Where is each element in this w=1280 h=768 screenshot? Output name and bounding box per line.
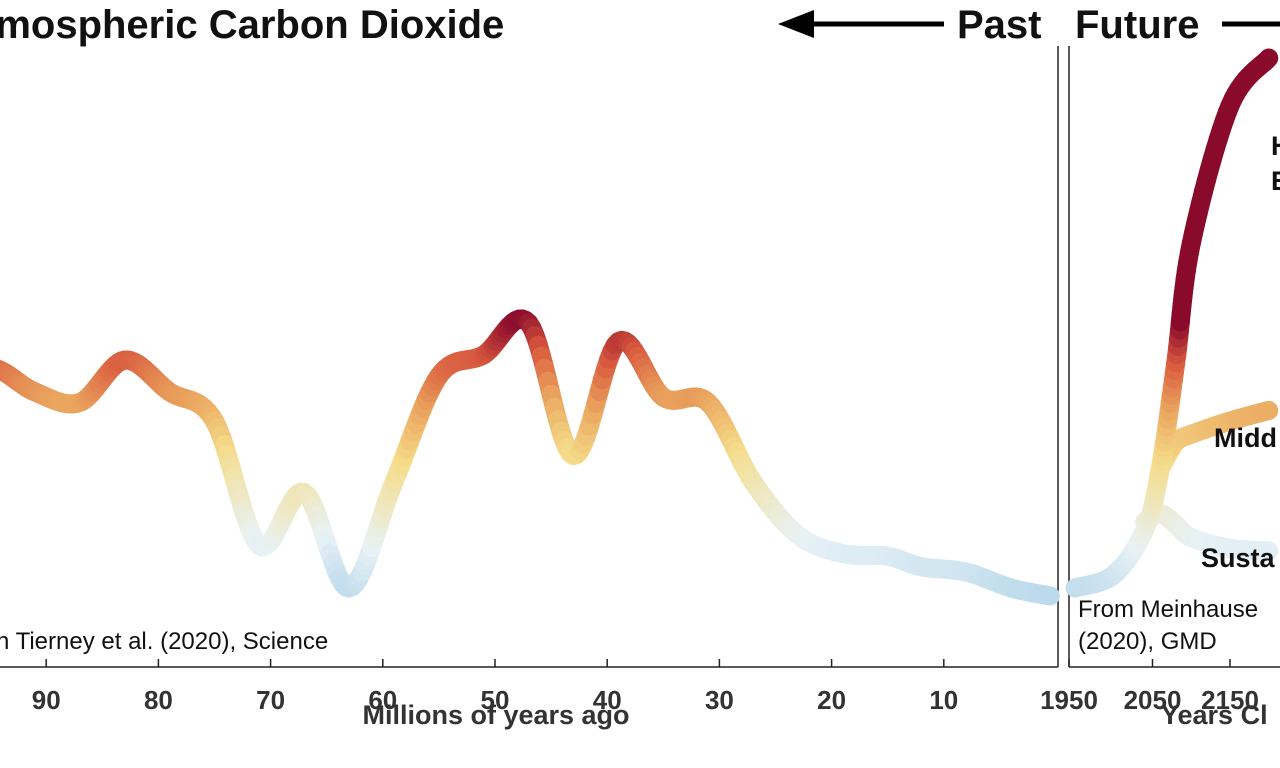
past-source-note: n Tierney et al. (2020), Science [0,628,328,655]
past-co2-line [0,309,1060,606]
past-tick-label: 70 [256,685,285,715]
past-x-axis-label: Millions of years ago [362,700,629,730]
past-tick-label: 90 [32,685,61,715]
past-tick-label: 60 [368,685,397,715]
label-high-emissions-line-1: H [1271,131,1280,161]
past-tick-label: 20 [817,685,846,715]
past-co2-series [0,309,1060,606]
past-tick-label: 50 [481,685,510,715]
past-x-ticks: 90 80 70 60 50 40 30 20 10 [32,659,958,715]
future-high-emissions-line-segment [1257,48,1279,70]
past-arrow [778,10,944,38]
future-label: Future [1075,3,1199,47]
chart-title: tmospheric Carbon Dioxide [0,3,504,47]
future-tick-label: 1950 [1040,685,1098,715]
past-label: Past [957,3,1042,47]
label-sustainable-scenario: Susta [1201,543,1276,573]
future-tick-label: 2150 [1201,685,1259,715]
future-high-emissions-line [1065,48,1279,598]
future-source-line-2: (2020), GMD [1078,628,1217,655]
future-tick-label: 2050 [1124,685,1182,715]
label-middle-scenario: Midd [1214,423,1277,453]
past-tick-label: 80 [144,685,173,715]
future-source-line-1: From Meinhause [1078,596,1258,623]
future-scenario-series [1065,48,1279,598]
past-tick-label: 40 [593,685,622,715]
past-tick-label: 30 [705,685,734,715]
label-high-emissions-line-2: E [1271,166,1280,196]
future-x-axis-label: Years Cl [1161,700,1268,730]
past-tick-label: 10 [929,685,958,715]
future-x-ticks: 1950 2050 2150 [1040,659,1259,715]
